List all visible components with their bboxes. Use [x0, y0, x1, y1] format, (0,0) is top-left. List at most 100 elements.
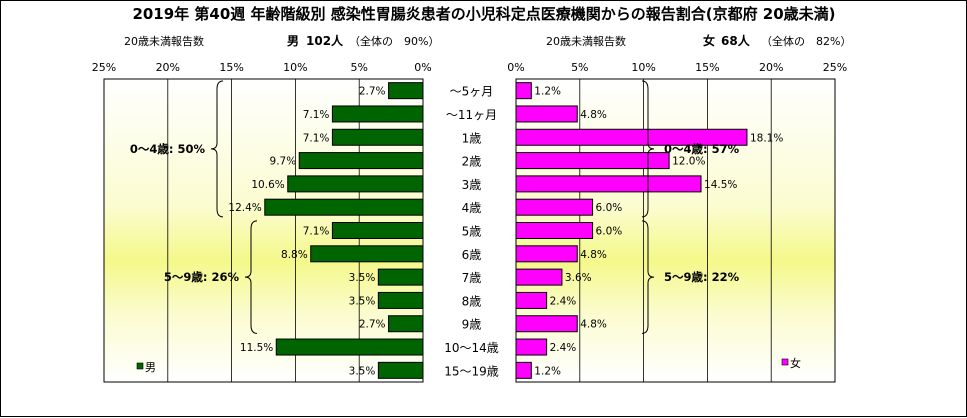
male-bar — [377, 291, 424, 309]
female-bar — [515, 315, 578, 333]
male-header-label: 20歳未満報告数 — [124, 35, 204, 48]
male-bar — [331, 105, 424, 123]
male-data-label: 12.4% — [228, 202, 261, 214]
male-data-label: 3.5% — [349, 295, 376, 307]
female-data-label: 14.5% — [704, 179, 737, 191]
female-axis-tick-label: 5% — [571, 61, 588, 74]
female-axis-tick-label: 0% — [507, 61, 524, 74]
male-data-label: 7.1% — [303, 132, 330, 144]
male-group-label: 5～9歳: 26% — [164, 270, 240, 284]
male-header-sex: 男 — [287, 34, 299, 48]
male-axis-tick-label: 25% — [92, 61, 116, 74]
female-data-label: 18.1% — [750, 132, 783, 144]
female-bar — [515, 105, 578, 123]
male-bar — [377, 361, 424, 379]
female-bar — [515, 175, 702, 193]
female-bar — [515, 128, 748, 146]
age-category-label: 9歳 — [462, 318, 482, 332]
male-bar — [331, 222, 424, 239]
male-bar — [388, 82, 424, 100]
male-bar — [287, 175, 424, 193]
male-group-brace — [210, 80, 224, 218]
age-category-label: ～5ヶ月 — [450, 85, 494, 99]
age-category-label: 1歳 — [462, 131, 482, 145]
male-group-label: 0～4歳: 50% — [130, 142, 206, 156]
female-legend-label: 女 — [790, 356, 801, 370]
male-axis-tick-label: 0% — [414, 61, 431, 74]
female-bar — [515, 152, 670, 170]
male-data-label: 2.7% — [359, 319, 386, 331]
male-axis-tick-label: 10% — [283, 61, 307, 74]
female-data-label: 2.4% — [550, 295, 577, 307]
male-bar — [275, 338, 424, 356]
male-data-label: 8.8% — [281, 249, 308, 261]
female-data-label: 6.0% — [596, 202, 623, 214]
male-data-label: 2.7% — [359, 86, 386, 98]
female-bar — [515, 338, 548, 356]
female-bar — [515, 82, 532, 100]
age-category-label: 10～14歳 — [444, 341, 499, 355]
chart-title: 2019年 第40週 年齢階級別 感染性胃腸炎患者の小児科定点医療機関からの報告… — [132, 5, 835, 23]
male-axis-tick-label: 5% — [350, 61, 367, 74]
female-data-label: 4.8% — [580, 319, 607, 331]
age-category-label: 5歳 — [462, 225, 482, 239]
male-bar — [377, 268, 424, 286]
female-group-brace — [641, 220, 655, 334]
age-category-label: 8歳 — [462, 294, 482, 308]
female-group-brace — [641, 80, 655, 218]
male-data-label: 9.7% — [270, 156, 297, 168]
male-header-overall: （全体の 90%） — [349, 34, 439, 48]
female-axis-tick-label: 20% — [759, 61, 783, 74]
age-category-label: 3歳 — [462, 178, 482, 192]
male-bar — [331, 128, 424, 146]
female-bar — [515, 291, 548, 309]
male-header-count: 102人 — [306, 33, 344, 48]
female-axis-tick-label: 15% — [695, 61, 719, 74]
female-data-label: 1.2% — [534, 365, 561, 377]
female-legend-swatch — [781, 358, 789, 366]
female-bar — [515, 245, 578, 263]
male-data-label: 7.1% — [303, 109, 330, 121]
female-data-label: 12.0% — [672, 156, 705, 168]
male-data-label: 3.5% — [349, 365, 376, 377]
female-axis-tick-label: 10% — [631, 61, 655, 74]
female-header-count: 68人 — [721, 33, 751, 48]
female-bar — [515, 268, 563, 286]
male-bar — [264, 198, 424, 216]
female-data-label: 3.6% — [565, 272, 592, 284]
age-category-label: 7歳 — [462, 271, 482, 285]
female-data-label: 4.8% — [580, 109, 607, 121]
male-legend-swatch — [136, 362, 144, 370]
female-data-label: 4.8% — [580, 249, 607, 261]
female-bar — [515, 198, 594, 216]
female-group-label: 0～4歳: 57% — [664, 142, 740, 156]
male-bar — [388, 315, 424, 333]
male-group-brace — [244, 220, 258, 334]
male-data-label: 3.5% — [349, 272, 376, 284]
age-category-label: 4歳 — [462, 201, 482, 215]
male-legend-label: 男 — [145, 361, 156, 374]
female-header-label: 20歳未満報告数 — [546, 35, 626, 48]
female-header-sex: 女 — [703, 33, 715, 48]
male-data-label: 7.1% — [303, 226, 330, 238]
female-data-label: 6.0% — [596, 226, 623, 238]
male-data-label: 11.5% — [240, 342, 273, 354]
female-group-label: 5～9歳: 22% — [664, 270, 740, 284]
female-header-overall: （全体の 82%） — [761, 34, 851, 48]
male-axis-tick-label: 15% — [219, 61, 243, 74]
age-category-label: 15～19歳 — [444, 364, 499, 378]
female-data-label: 1.2% — [534, 86, 561, 98]
female-data-label: 2.4% — [550, 342, 577, 354]
age-category-label: 2歳 — [462, 155, 482, 169]
age-category-label: ～11ヶ月 — [446, 108, 497, 122]
male-axis-tick-label: 20% — [156, 61, 180, 74]
female-bar — [515, 361, 532, 379]
age-category-label: 6歳 — [462, 248, 482, 262]
female-axis-tick-label: 25% — [823, 61, 847, 74]
male-data-label: 10.6% — [251, 179, 284, 191]
male-bar — [298, 152, 424, 170]
female-bar — [515, 222, 594, 239]
male-bar — [310, 245, 424, 263]
